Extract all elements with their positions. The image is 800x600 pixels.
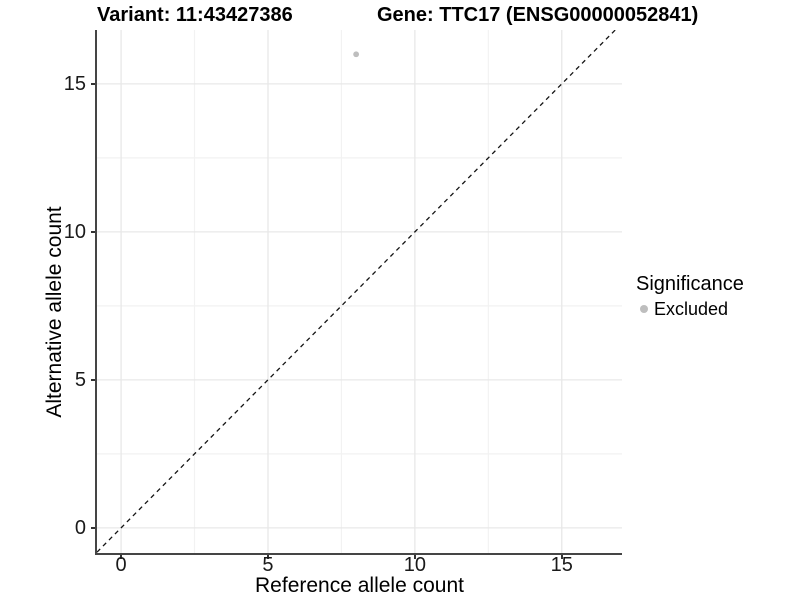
plot-title-variant: Variant: 11:43427386 xyxy=(97,4,293,26)
y-axis-tick-label: 10 xyxy=(63,220,86,243)
x-axis-tick-label: 15 xyxy=(550,554,573,576)
x-axis-tick xyxy=(560,555,563,559)
y-axis-tick xyxy=(91,526,95,529)
y-axis-tick-label: 15 xyxy=(63,72,86,95)
legend-entries: Excluded xyxy=(636,298,744,320)
legend: Significance Excluded xyxy=(636,271,744,320)
legend-entry: Excluded xyxy=(636,298,744,320)
y-axis-tick xyxy=(91,230,95,233)
plot-title-gene: Gene: TTC17 (ENSG00000052841) xyxy=(377,4,699,26)
x-axis-tick xyxy=(266,555,269,559)
legend-title: Significance xyxy=(636,273,744,295)
x-axis-tick xyxy=(413,555,416,559)
plot-panel xyxy=(97,30,622,553)
x-axis-title: Reference allele count xyxy=(255,574,464,597)
y-axis-tick-label: 5 xyxy=(74,368,86,391)
x-axis-tick-label: 0 xyxy=(115,554,127,576)
y-axis-tick-label: 0 xyxy=(74,516,86,539)
x-axis-line xyxy=(95,553,622,555)
plot-canvas xyxy=(97,30,622,553)
legend-key-dot xyxy=(640,305,648,313)
y-axis-tick xyxy=(91,378,95,381)
y-axis-line xyxy=(95,30,97,555)
data-point xyxy=(353,51,360,58)
x-axis-tick-label: 10 xyxy=(403,554,426,576)
y-axis-tick xyxy=(91,82,95,85)
x-axis-tick xyxy=(120,555,123,559)
legend-entry-label: Excluded xyxy=(654,298,729,319)
x-axis-tick-label: 5 xyxy=(262,554,274,576)
y-axis-title: Alternative allele count xyxy=(43,206,66,418)
identity-dashed-line xyxy=(97,30,616,553)
